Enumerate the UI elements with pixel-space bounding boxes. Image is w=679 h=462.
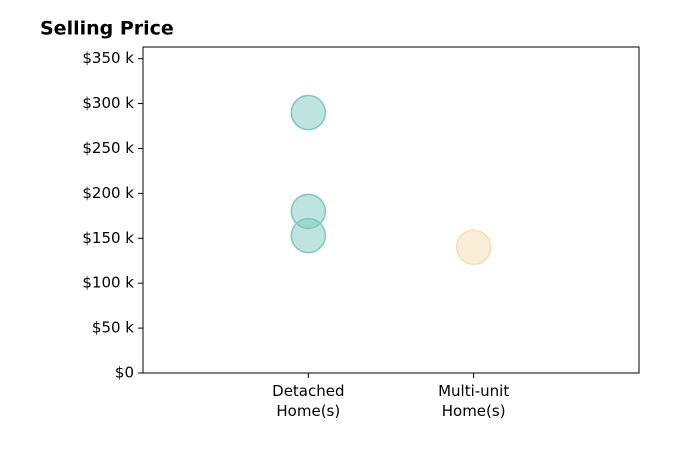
plot-frame: [142, 46, 640, 374]
point: [455, 229, 492, 266]
x-tick-label: Multi-unit Home(s): [438, 382, 510, 420]
y-tick-label: $100 k: [82, 274, 134, 292]
x-tick-label: Detached Home(s): [272, 382, 345, 420]
point: [290, 217, 327, 254]
y-tick-label: $300 k: [82, 94, 134, 112]
y-tick-label: $150 k: [82, 229, 134, 247]
y-tick-label: $250 k: [82, 139, 134, 157]
y-tick-label: $200 k: [82, 184, 134, 202]
chart-title: Selling Price: [40, 18, 174, 40]
y-tick-label: $0: [115, 364, 134, 382]
y-tick-label: $350 k: [82, 49, 134, 67]
point: [290, 94, 327, 131]
y-tick-label: $50 k: [92, 319, 134, 337]
